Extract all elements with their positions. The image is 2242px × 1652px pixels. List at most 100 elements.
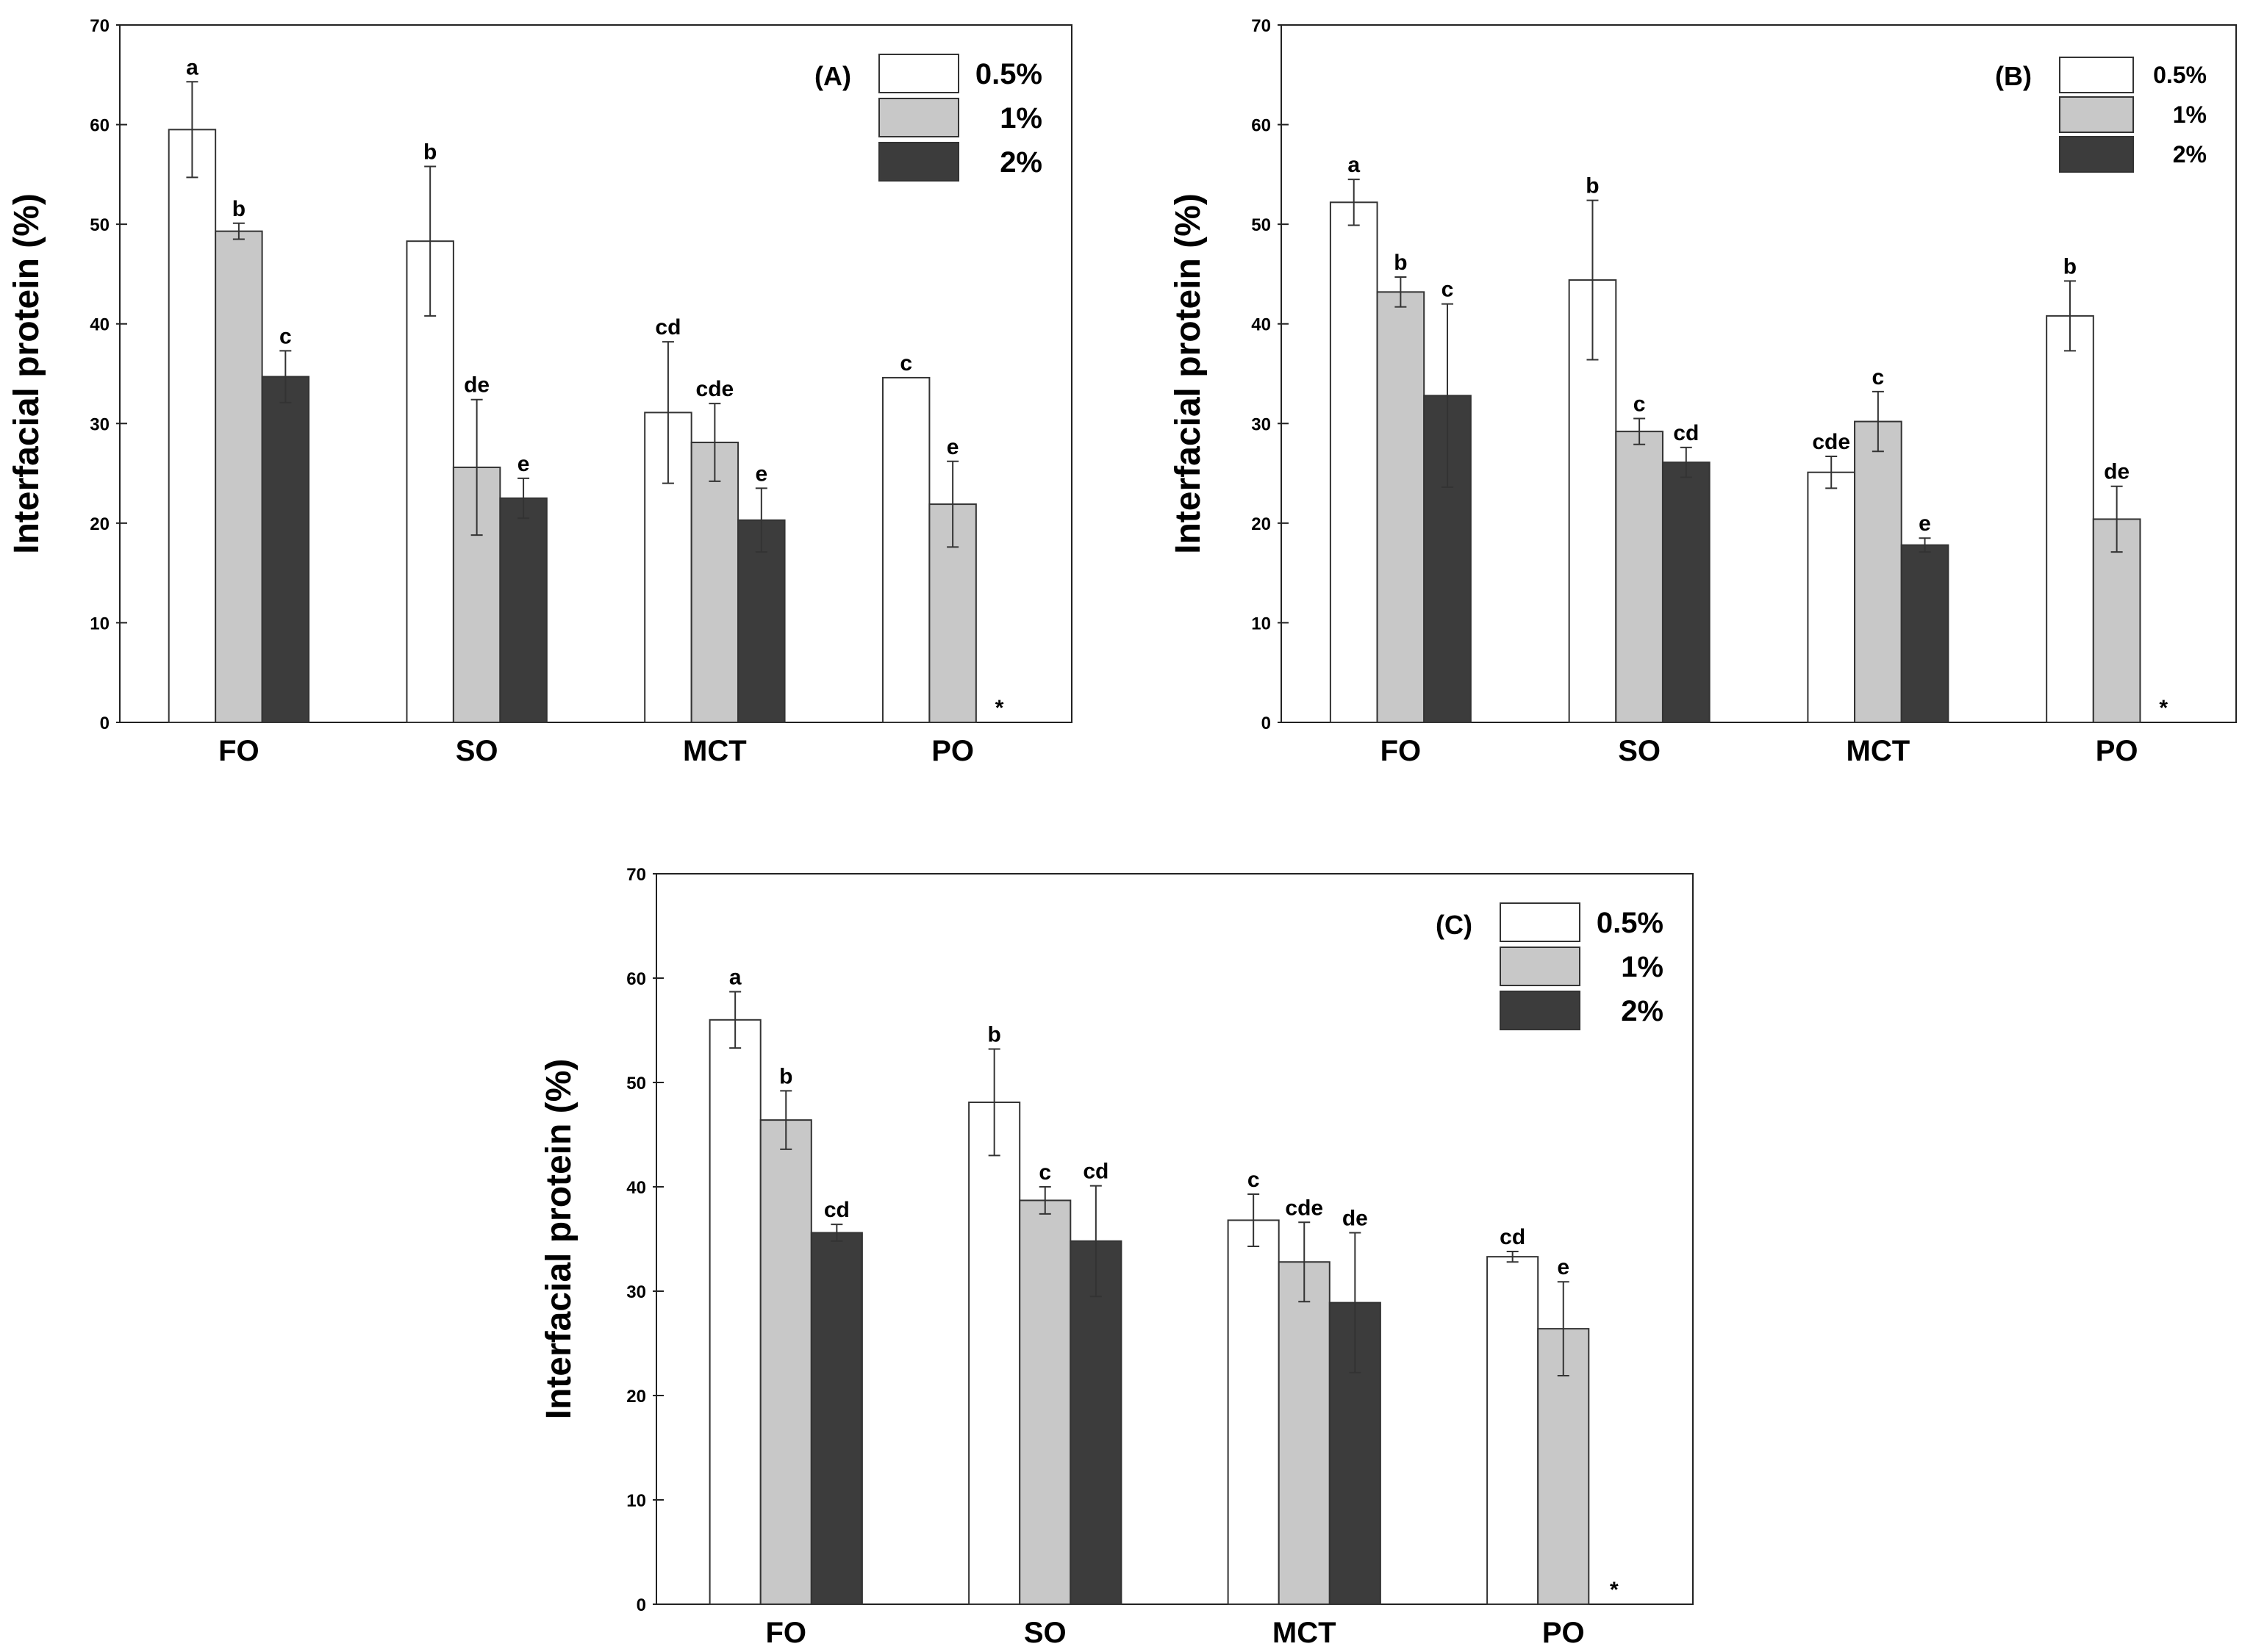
x-category-label-a: SO (456, 735, 498, 767)
bar-c (709, 1019, 762, 1606)
y-tick-label-a: 20 (90, 514, 110, 534)
legend-label-a: 1% (1000, 102, 1042, 134)
missing-marker-c: * (1610, 1578, 1619, 1602)
legend-label-a: 2% (1000, 146, 1042, 179)
significance-label-a: c (900, 351, 912, 376)
missing-marker-a: * (995, 696, 1004, 720)
y-tick-label-b: 60 (1251, 116, 1271, 136)
significance-label-c: e (1557, 1255, 1569, 1279)
x-category-label-b: PO (2096, 735, 2138, 767)
bar-c (1278, 1261, 1330, 1605)
missing-marker-b: * (2159, 696, 2168, 720)
significance-label-c: a (729, 965, 742, 989)
y-axis-label-a: Interfacial protein (%) (7, 193, 46, 554)
x-category-label-c: SO (1024, 1617, 1067, 1649)
bar-a (881, 376, 931, 723)
y-tick-label-a: 50 (90, 215, 110, 235)
y-tick-label-c: 40 (626, 1178, 646, 1198)
bar-b (1900, 544, 1949, 723)
bar-b (2046, 315, 2094, 723)
significance-label-b: b (2063, 254, 2077, 279)
y-tick-label-a: 30 (90, 414, 110, 434)
bar-b (1376, 291, 1425, 723)
significance-label-c: cde (1285, 1196, 1323, 1220)
y-tick-label-b: 50 (1251, 215, 1271, 235)
bar-b (1615, 431, 1663, 723)
legend-label-c: 2% (1621, 995, 1663, 1027)
y-tick-label-c: 70 (626, 865, 646, 885)
y-tick-label-c: 10 (626, 1491, 646, 1511)
chart-panel-c: 0 10 20 30 40 50 60 70 Interfacial protein (%) FO… (540, 865, 1694, 1649)
significance-label-c: b (987, 1023, 1000, 1047)
significance-label-b: c (1633, 392, 1646, 417)
bar-b (1854, 420, 1902, 723)
legend-swatch-c (1500, 947, 1580, 986)
bar-c (759, 1119, 812, 1605)
panel-label-a: (A) (814, 61, 851, 91)
y-tick-label-c: 20 (626, 1387, 646, 1407)
legend-swatch-a (878, 98, 959, 137)
x-category-label-b: MCT (1847, 735, 1910, 767)
x-category-label-c: FO (765, 1617, 806, 1649)
significance-label-c: cd (1500, 1225, 1525, 1249)
y-tick-label-b: 70 (1251, 16, 1271, 36)
y-tick-label-c: 50 (626, 1074, 646, 1093)
legend-label-b: 2% (2173, 141, 2207, 168)
x-category-label-a: MCT (683, 735, 747, 767)
legend-label-c: 1% (1621, 951, 1663, 983)
bar-b (2092, 518, 2141, 723)
bar-a (215, 230, 263, 723)
significance-label-a: b (423, 140, 437, 165)
x-category-label-a: PO (931, 735, 974, 767)
significance-label-c: cd (824, 1198, 850, 1222)
legend-swatch-c (1500, 902, 1580, 942)
y-tick-label-c: 0 (637, 1595, 646, 1615)
plot-frame-c (656, 873, 1694, 1605)
significance-label-a: e (517, 452, 530, 476)
significance-label-c: de (1342, 1206, 1368, 1230)
legend-swatch-a (878, 54, 959, 93)
significance-label-a: a (186, 55, 198, 79)
significance-label-b: cde (1812, 430, 1850, 454)
legend-swatch-a (878, 142, 959, 182)
x-category-label-a: FO (218, 735, 259, 767)
significance-label-b: c (1441, 278, 1454, 302)
bar-a (406, 240, 454, 723)
bar-b (1329, 201, 1378, 723)
chart-panel-a: 0 10 20 30 40 50 60 70 Interfacial protein (%) FO… (7, 16, 1072, 767)
significance-label-a: e (755, 462, 767, 486)
y-tick-label-b: 30 (1251, 414, 1271, 434)
significance-label-b: de (2104, 460, 2130, 484)
x-category-label-c: PO (1542, 1617, 1585, 1649)
bar-b (1807, 471, 1856, 723)
bar-c (968, 1101, 1021, 1605)
y-tick-label-b: 40 (1251, 315, 1271, 335)
bar-a (737, 519, 786, 723)
y-tick-label-a: 60 (90, 116, 110, 136)
bar-c (810, 1232, 863, 1605)
y-tick-label-b: 0 (1261, 714, 1271, 733)
plot-frame-b (1281, 24, 2237, 723)
y-tick-label-b: 20 (1251, 514, 1271, 534)
legend-swatch-b (2059, 57, 2134, 93)
legend-label-b: 1% (2173, 101, 2207, 128)
legend-swatch-b (2059, 136, 2134, 173)
y-tick-label-a: 70 (90, 16, 110, 36)
significance-label-b: e (1919, 511, 1931, 536)
y-axis-label-c: Interfacial protein (%) (540, 1059, 579, 1420)
chart-panel-b: 0 10 20 30 40 50 60 70 Interfacial protein (%) FO… (1169, 16, 2237, 767)
significance-label-c: cd (1083, 1160, 1109, 1184)
significance-label-c: c (1039, 1160, 1051, 1185)
legend-label-b: 0.5% (2153, 62, 2207, 88)
bar-c (1019, 1199, 1072, 1605)
panel-label-c: (C) (1436, 910, 1472, 940)
significance-label-c: b (779, 1064, 792, 1088)
significance-label-a: c (279, 324, 292, 348)
x-category-label-c: MCT (1272, 1617, 1336, 1649)
significance-label-b: cd (1673, 421, 1699, 445)
y-tick-label-a: 40 (90, 315, 110, 335)
bar-a (690, 442, 739, 724)
x-category-label-b: SO (1618, 735, 1661, 767)
bar-c (1227, 1219, 1280, 1605)
